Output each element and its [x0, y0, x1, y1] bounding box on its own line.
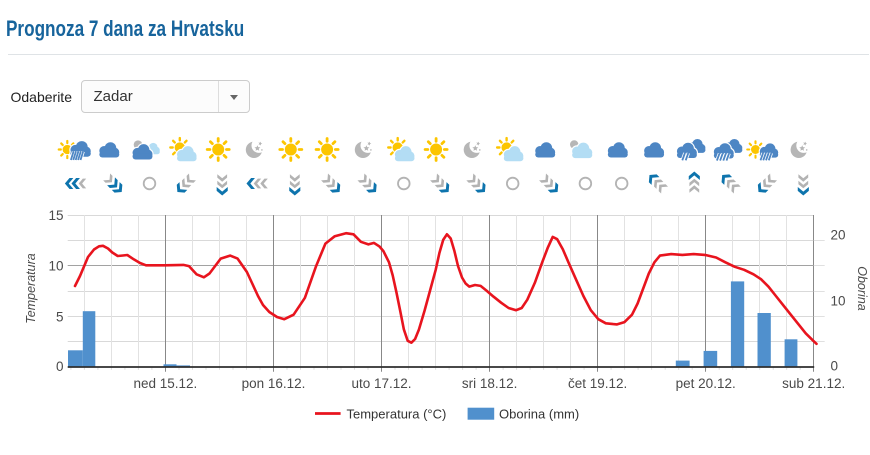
svg-text:Temperatura (°C): Temperatura (°C) [347, 406, 447, 421]
svg-text:pet 20.12.: pet 20.12. [676, 376, 736, 391]
svg-text:20: 20 [831, 228, 846, 243]
svg-text:5: 5 [56, 309, 64, 324]
svg-text:ned 15.12.: ned 15.12. [133, 376, 197, 391]
svg-text:0: 0 [831, 359, 839, 374]
svg-text:čet 19.12.: čet 19.12. [568, 376, 627, 391]
svg-text:10: 10 [48, 259, 63, 274]
svg-text:sri 18.12.: sri 18.12. [462, 376, 518, 391]
svg-text:10: 10 [831, 293, 846, 308]
svg-text:Oborina (mm): Oborina (mm) [499, 406, 579, 421]
svg-text:Temperatura: Temperatura [24, 253, 38, 323]
svg-text:15: 15 [48, 208, 63, 223]
svg-text:sub 21.12.: sub 21.12. [782, 376, 845, 391]
svg-text:Oborina: Oborina [855, 266, 869, 311]
svg-text:pon 16.12.: pon 16.12. [242, 376, 306, 391]
svg-text:0: 0 [56, 359, 64, 374]
svg-text:uto 17.12.: uto 17.12. [351, 376, 411, 391]
